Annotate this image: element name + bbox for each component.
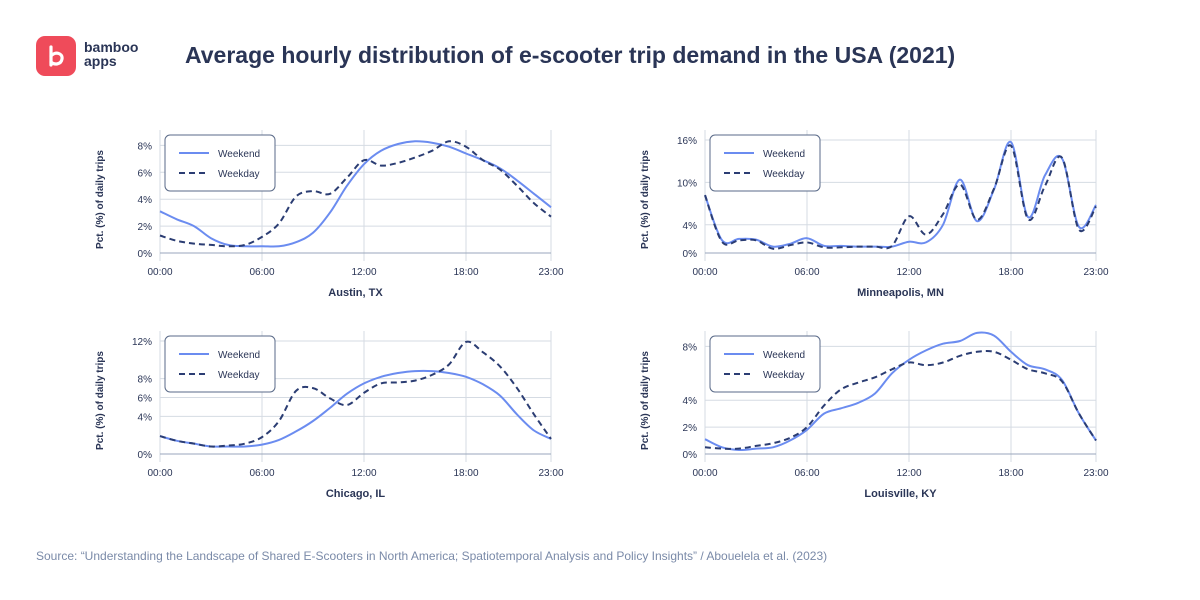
source-citation: Source: “Understanding the Landscape of …	[36, 549, 828, 563]
weekday-series-line	[159, 340, 552, 448]
legend-weekend-label: Weekend	[218, 350, 260, 361]
legend-box	[164, 134, 276, 192]
chart-city-label: Minneapolis, MN	[857, 287, 944, 299]
y-tick-label: 0%	[138, 249, 153, 260]
y-tick-label: 10%	[677, 178, 697, 189]
x-tick-label: 23:00	[538, 267, 563, 278]
x-tick-label: 12:00	[351, 267, 376, 278]
weekday-series-line	[704, 350, 1097, 450]
page-title: Average hourly distribution of e-scooter…	[185, 42, 956, 68]
y-tick-label: 0%	[138, 450, 153, 461]
x-tick-label: 12:00	[896, 267, 921, 278]
y-axis-label: Pct. (%) of daily trips	[640, 351, 651, 450]
y-tick-label: 4%	[683, 221, 698, 232]
x-tick-label: 18:00	[998, 267, 1023, 278]
y-tick-label: 12%	[132, 337, 152, 348]
y-axis-label: Pct. (%) of daily trips	[95, 150, 106, 249]
chart-panel-1: 0% 2% 4% 6% 8% 00:00 06:00 12:00 18:00 23:00 Pct. …	[95, 130, 564, 299]
y-tick-label: 16%	[677, 136, 697, 147]
brand-line-2: apps	[84, 53, 117, 69]
x-tick-label: 18:00	[453, 468, 478, 479]
x-tick-label: 06:00	[249, 267, 274, 278]
legend-weekday-label: Weekday	[218, 370, 260, 381]
weekday-series-line	[159, 140, 552, 248]
legend-weekend-label: Weekend	[763, 149, 805, 160]
legend-box	[709, 134, 821, 192]
x-tick-label: 18:00	[998, 468, 1023, 479]
x-tick-label: 00:00	[147, 468, 172, 479]
y-tick-label: 8%	[138, 375, 153, 386]
x-tick-label: 06:00	[249, 468, 274, 479]
y-tick-label: 6%	[138, 394, 153, 405]
legend-weekend-label: Weekend	[763, 350, 805, 361]
x-tick-label: 06:00	[794, 267, 819, 278]
x-tick-label: 06:00	[794, 468, 819, 479]
chart-city-label: Louisville, KY	[864, 488, 937, 500]
bamboo-apps-logo	[36, 36, 76, 76]
y-tick-label: 2%	[138, 222, 153, 233]
weekday-series-line	[704, 144, 1097, 250]
y-tick-label: 4%	[138, 412, 153, 423]
brand-name: bamboo apps	[84, 40, 138, 68]
x-tick-label: 00:00	[692, 468, 717, 479]
legend-weekend-label: Weekend	[218, 149, 260, 160]
legend-box	[164, 335, 276, 393]
x-tick-label: 00:00	[692, 267, 717, 278]
y-tick-label: 8%	[138, 141, 153, 152]
y-tick-label: 8%	[683, 342, 698, 353]
y-tick-label: 0%	[683, 450, 698, 461]
y-tick-label: 4%	[138, 195, 153, 206]
y-tick-label: 0%	[683, 249, 698, 260]
legend-weekday-label: Weekday	[763, 370, 805, 381]
y-tick-label: 4%	[683, 396, 698, 407]
logo-glyph	[49, 45, 64, 67]
x-tick-label: 23:00	[1083, 267, 1108, 278]
logo-badge	[36, 36, 76, 76]
chart-panel-3: 0% 4% 6% 8% 12% 00:00 06:00 12:00 18:00 23:00 Pct.…	[95, 331, 564, 500]
legend-weekday-label: Weekday	[218, 169, 260, 180]
legend-weekday-label: Weekday	[763, 169, 805, 180]
chart-city-label: Chicago, IL	[326, 488, 386, 500]
legend-box	[709, 335, 821, 393]
y-axis-label: Pct. (%) of daily trips	[95, 351, 106, 450]
y-tick-label: 6%	[138, 168, 153, 179]
chart-panel-2: 0% 4% 10% 16% 00:00 06:00 12:00 18:00 23:00 Pct. …	[640, 130, 1109, 299]
x-tick-label: 00:00	[147, 267, 172, 278]
weekend-series-line	[159, 369, 552, 448]
x-tick-label: 23:00	[538, 468, 563, 479]
weekend-series-line	[704, 141, 1097, 248]
x-tick-label: 12:00	[351, 468, 376, 479]
x-tick-label: 12:00	[896, 468, 921, 479]
brand-line-1: bamboo	[84, 39, 139, 55]
x-tick-label: 23:00	[1083, 468, 1108, 479]
y-tick-label: 2%	[683, 423, 698, 434]
chart-panel-4: 0% 2% 4% 8% 00:00 06:00 12:00 18:00 23:00 Pct. (%…	[640, 331, 1109, 500]
chart-city-label: Austin, TX	[328, 287, 383, 299]
x-tick-label: 18:00	[453, 267, 478, 278]
y-axis-label: Pct. (%) of daily trips	[640, 150, 651, 249]
